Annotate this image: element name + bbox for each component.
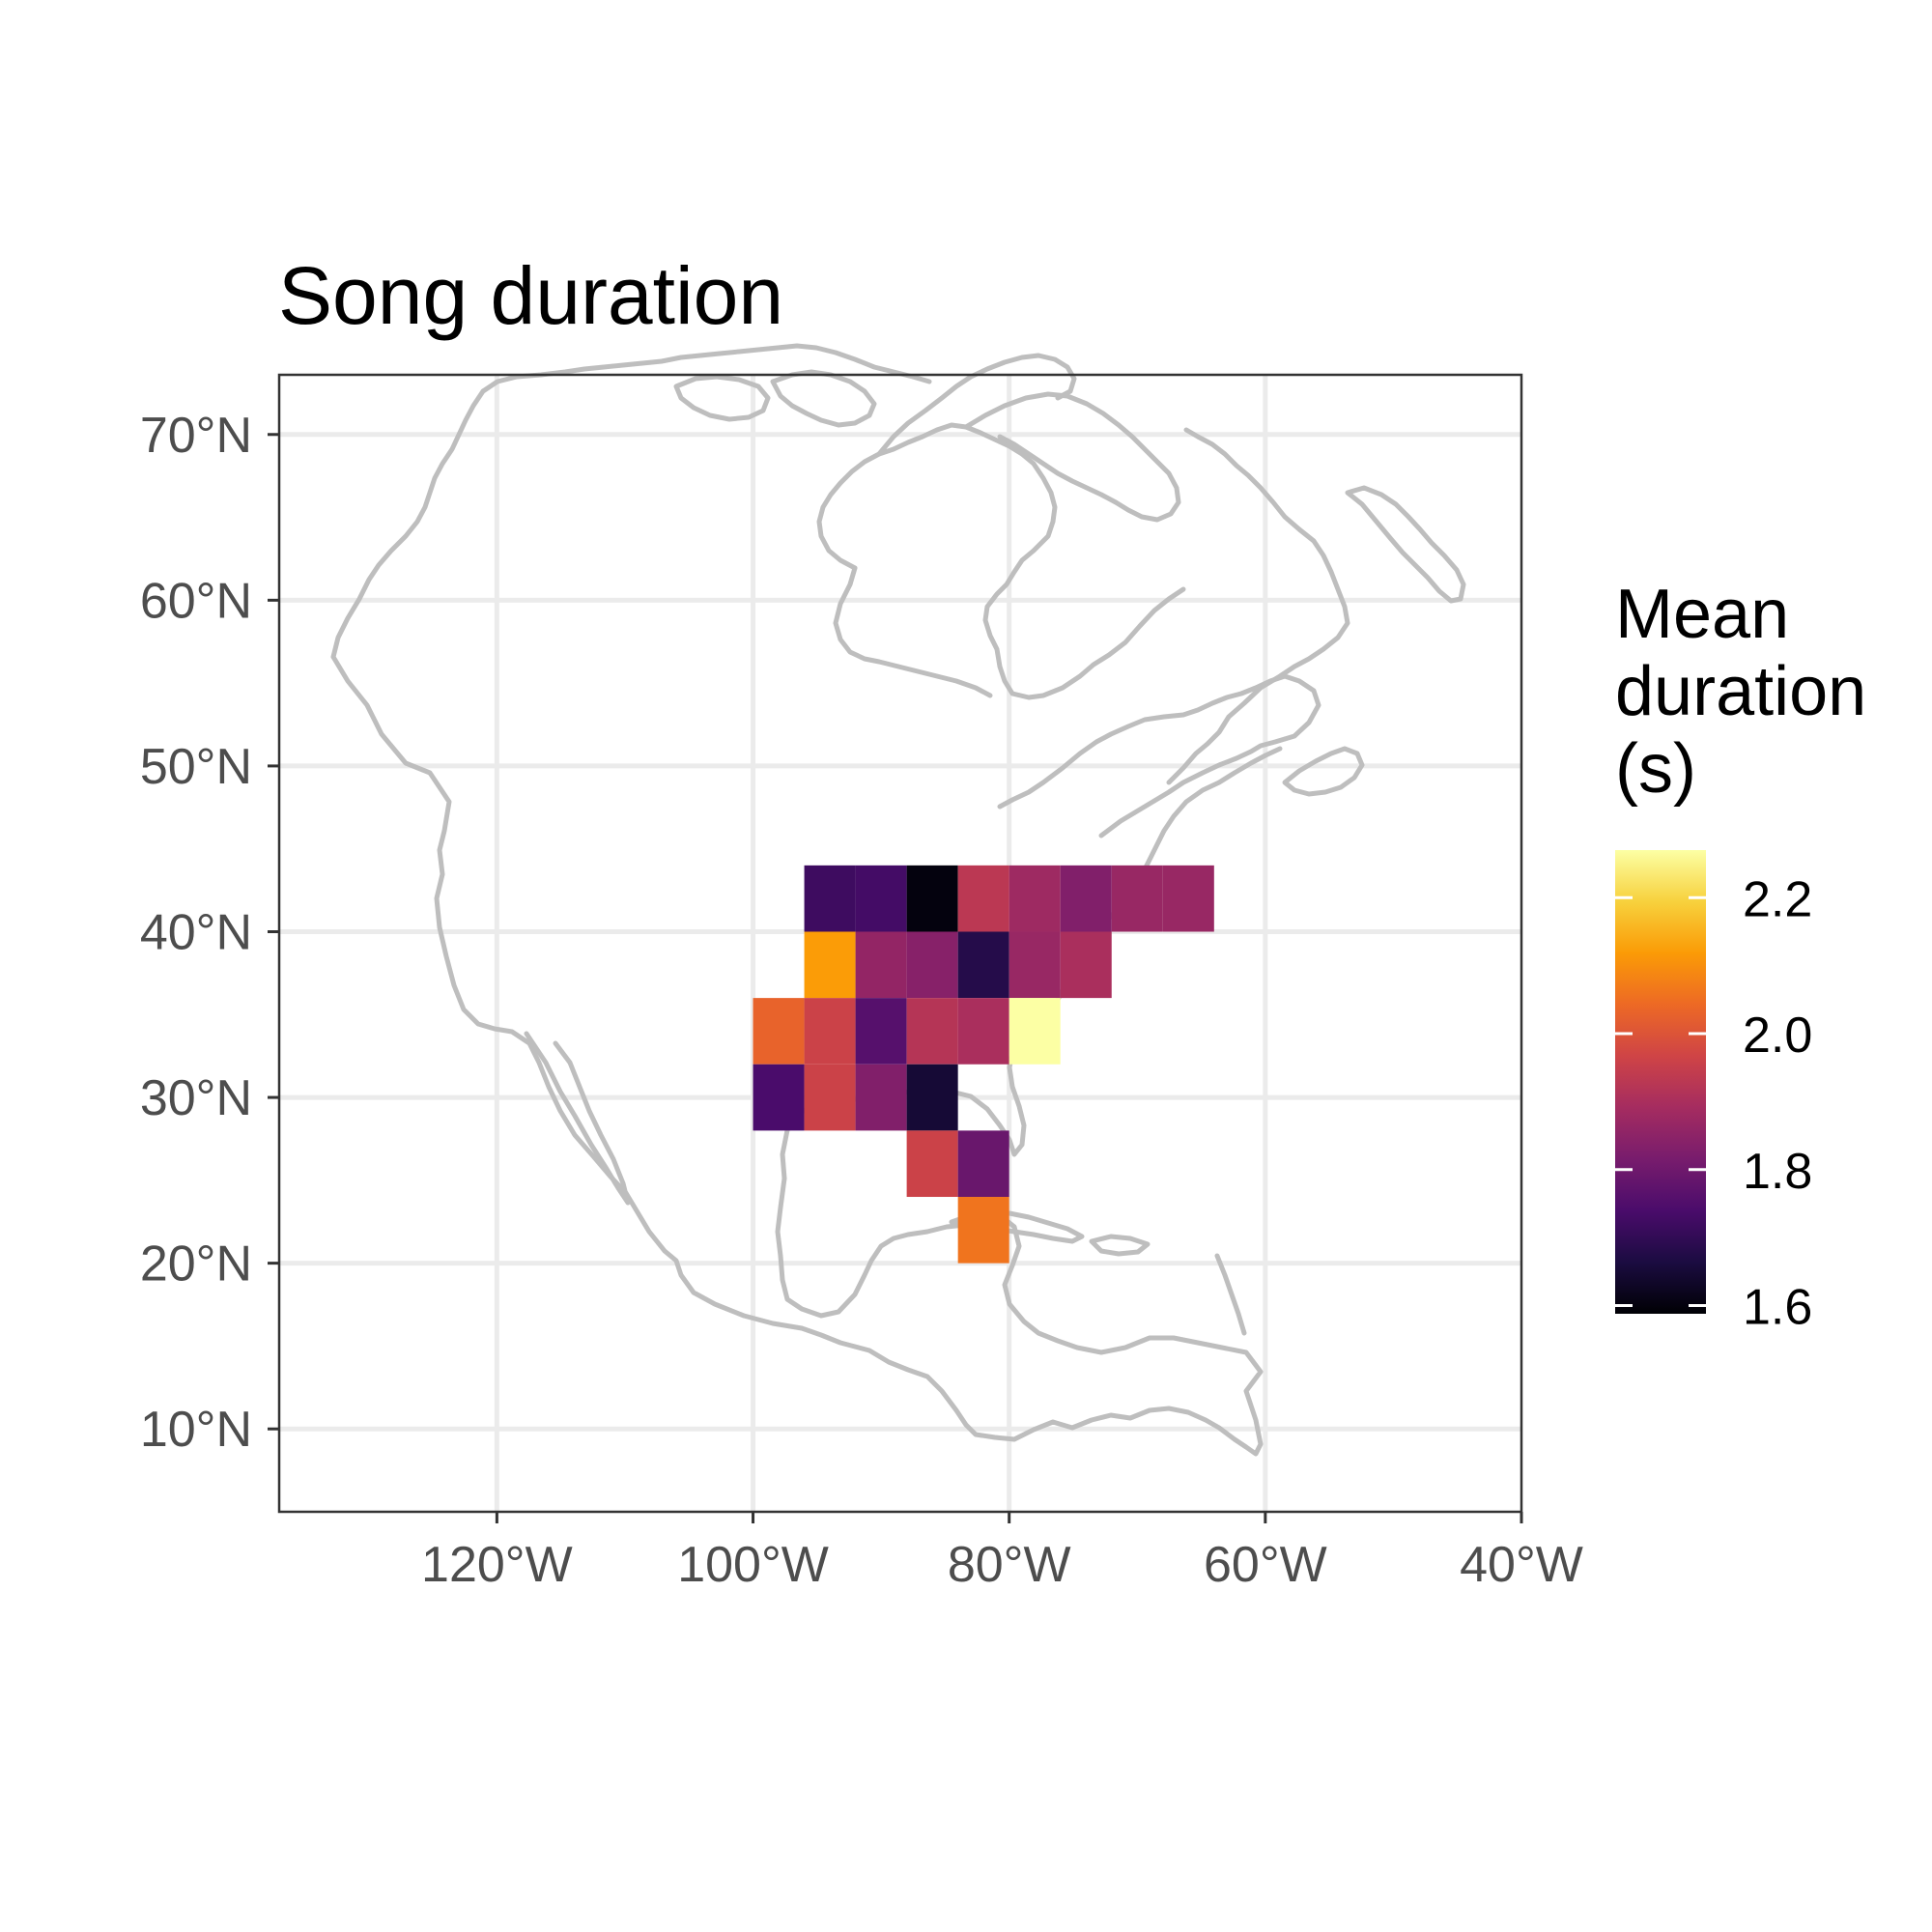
coastline-greenland bbox=[1345, 485, 1466, 604]
legend-title-line-2: duration bbox=[1615, 653, 1866, 730]
heatmap-cell-11 bbox=[957, 931, 1009, 999]
heatmap-cell-26 bbox=[957, 1197, 1009, 1264]
coastline-ellesmere bbox=[876, 353, 1077, 457]
heatmap-cell-12 bbox=[1009, 931, 1061, 999]
panel-border bbox=[277, 373, 1523, 1514]
y-tick-label-1: 20°N bbox=[140, 1236, 252, 1293]
heatmap-cell-13 bbox=[1060, 931, 1112, 999]
legend-label-2: 2.0 bbox=[1743, 1008, 1812, 1064]
heatmap-cell-16 bbox=[855, 998, 907, 1065]
x-tick-label-2: 80°W bbox=[948, 1537, 1071, 1593]
map-panel bbox=[277, 343, 1523, 1514]
legend-label-1: 1.8 bbox=[1743, 1144, 1812, 1200]
legend-ticks: 1.6 1.8 2.0 2.2 bbox=[1615, 871, 1812, 1336]
heatmap-cell-1 bbox=[855, 865, 907, 932]
chart-title: Song duration bbox=[278, 250, 783, 341]
heatmap-cell-17 bbox=[906, 998, 958, 1065]
heatmap-cell-6 bbox=[1111, 865, 1163, 932]
heatmap-cell-24 bbox=[906, 1130, 958, 1198]
heatmap-cell-18 bbox=[957, 998, 1009, 1065]
heatmap-cell-14 bbox=[753, 998, 805, 1065]
y-tick-label-3: 40°N bbox=[140, 904, 252, 960]
legend-label-0: 1.6 bbox=[1743, 1280, 1812, 1336]
heatmap-cells bbox=[753, 865, 1214, 1264]
y-tick-label-4: 50°N bbox=[140, 739, 252, 795]
heatmap-cell-8 bbox=[804, 931, 856, 999]
legend-title-line-3: (s) bbox=[1615, 730, 1696, 808]
coastline-lesser-antilles bbox=[1214, 1253, 1247, 1336]
coastline-hudson-bay bbox=[816, 422, 1186, 700]
coastline-newfoundland bbox=[1282, 746, 1365, 797]
y-tick-label-6: 70°N bbox=[140, 408, 252, 464]
coastline-hispaniola bbox=[1089, 1234, 1151, 1257]
x-axis: 120°W 100°W 80°W 60°W 40°W bbox=[421, 1512, 1583, 1593]
heatmap-cell-3 bbox=[957, 865, 1009, 932]
x-tick-label-1: 100°W bbox=[677, 1537, 829, 1593]
heatmap-cell-15 bbox=[804, 998, 856, 1065]
heatmap-cell-21 bbox=[804, 1064, 856, 1131]
heatmap-cell-0 bbox=[804, 865, 856, 932]
x-tick-label-4: 40°W bbox=[1460, 1537, 1583, 1593]
y-tick-label-5: 60°N bbox=[140, 573, 252, 629]
heatmap-cell-2 bbox=[906, 865, 958, 932]
coastline-arctic-mainland bbox=[833, 565, 993, 698]
coastline-labrador bbox=[1166, 427, 1350, 785]
heatmap-cell-4 bbox=[1009, 865, 1061, 932]
coastline-arctic-archipelago bbox=[770, 369, 877, 428]
heatmap-cell-9 bbox=[855, 931, 907, 999]
coastline bbox=[330, 343, 1466, 1457]
heatmap-cell-7 bbox=[1162, 865, 1214, 932]
coastline-baffin-island bbox=[963, 391, 1181, 523]
heatmap-cell-22 bbox=[855, 1064, 907, 1131]
heatmap-cell-19 bbox=[1009, 998, 1061, 1065]
legend-colorbar bbox=[1615, 850, 1706, 1314]
heatmap-cell-25 bbox=[957, 1130, 1009, 1198]
coastline-victoria-island bbox=[673, 374, 771, 422]
x-tick-label-0: 120°W bbox=[421, 1537, 573, 1593]
coastline-baja bbox=[524, 1031, 631, 1206]
legend: Mean duration (s) 1.6 1.8 2.0 2.2 bbox=[1615, 576, 1866, 1336]
legend-label-3: 2.2 bbox=[1743, 871, 1812, 927]
legend-title-line-1: Mean bbox=[1615, 576, 1789, 653]
heatmap-cell-10 bbox=[906, 931, 958, 999]
heatmap-cell-5 bbox=[1060, 865, 1112, 932]
y-axis: 10°N 20°N 30°N 40°N 50°N 60°N 70°N bbox=[140, 408, 279, 1458]
y-tick-label-0: 10°N bbox=[140, 1402, 252, 1458]
x-tick-label-3: 60°W bbox=[1204, 1537, 1327, 1593]
y-tick-label-2: 30°N bbox=[140, 1070, 252, 1126]
heatmap-cell-23 bbox=[906, 1064, 958, 1131]
heatmap-cell-20 bbox=[753, 1064, 805, 1131]
